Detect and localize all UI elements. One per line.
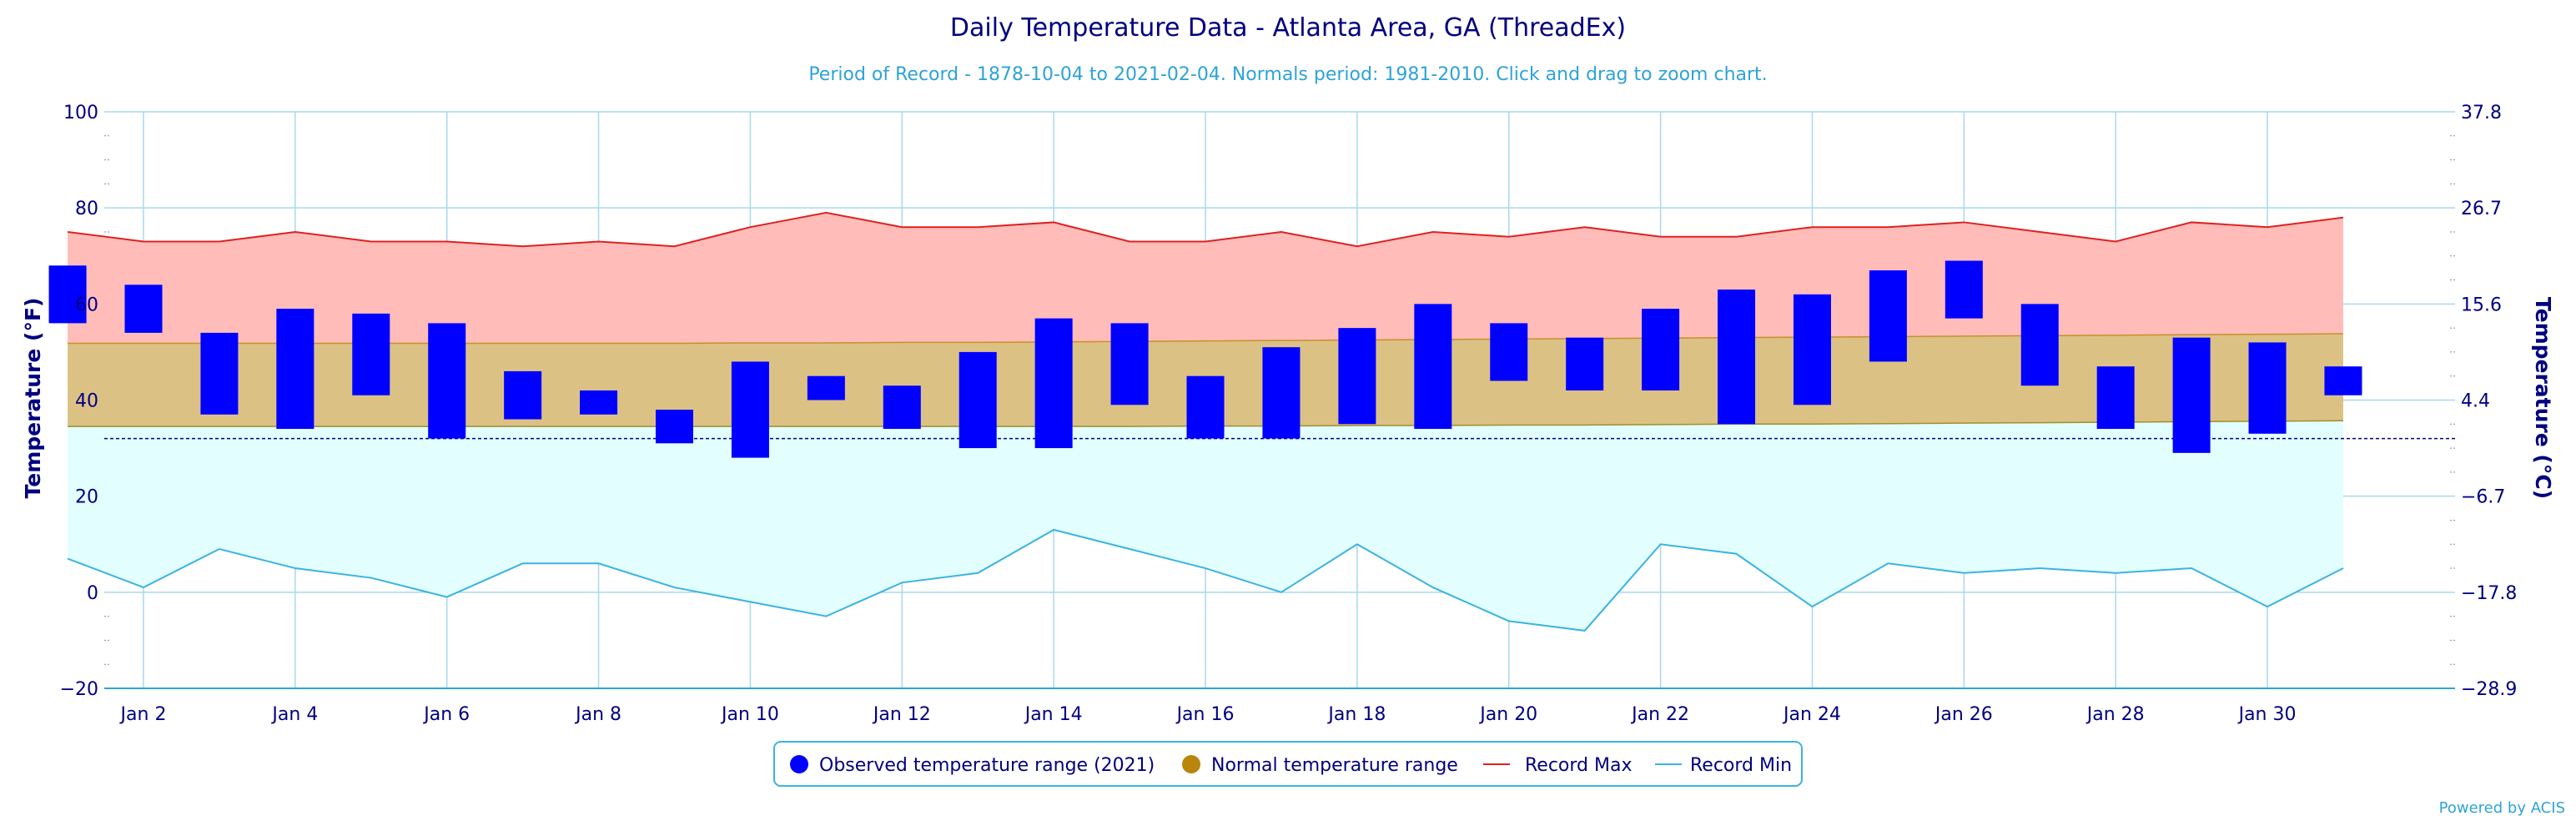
series-areas (68, 212, 2343, 631)
observed-bar-day-2 (124, 285, 163, 333)
x-tick-label: Jan 8 (574, 704, 621, 725)
observed-bar-day-21 (1566, 337, 1604, 390)
x-tick-label: Jan 18 (1326, 704, 1386, 725)
legend[interactable]: Observed temperature range (2021) Normal… (773, 741, 1803, 787)
legend-record-max-label: Record Max (1525, 755, 1633, 776)
y-tick-labels-right: 37.8 26.7 15.6 4.4 −6.7 −17.8 −28.9 (2461, 103, 2517, 700)
observed-bar-day-27 (2020, 304, 2059, 386)
observed-bar-day-13 (958, 351, 997, 449)
y-axis-title-left: Temperature (°F) (21, 298, 45, 499)
legend-item-normal[interactable]: Normal temperature range (1182, 755, 1458, 776)
legend-item-record-max[interactable]: Record Max (1483, 755, 1633, 776)
observed-bar-day-7 (504, 370, 542, 420)
x-tick-label: Jan 6 (422, 704, 470, 725)
legend-observed-marker (790, 755, 808, 773)
x-tick-label: Jan 14 (1024, 704, 1083, 725)
y-tick-label-left: −20 (60, 679, 98, 700)
observed-bar-day-29 (2172, 337, 2211, 453)
x-tick-label: Jan 26 (1934, 704, 1993, 725)
observed-bar-day-25 (1869, 270, 1907, 362)
y-tick-label-right: −28.9 (2461, 679, 2517, 700)
y-tick-label-right: 37.8 (2461, 103, 2502, 123)
legend-box (773, 741, 1803, 787)
x-tick-label: Jan 22 (1630, 704, 1689, 725)
observed-bar-day-19 (1414, 304, 1452, 430)
observed-bar-day-26 (1945, 260, 1983, 319)
observed-bar-day-4 (276, 309, 314, 430)
y-axis-title-right: Temperature (°C) (2531, 297, 2555, 499)
x-tick-label: Jan 2 (119, 704, 167, 725)
x-tick-label: Jan 12 (872, 704, 931, 725)
observed-bar-day-9 (656, 410, 694, 444)
x-tick-label: Jan 30 (2237, 704, 2297, 725)
observed-bar-day-14 (1034, 318, 1073, 449)
chart-title: Daily Temperature Data - Atlanta Area, G… (950, 13, 1626, 43)
observed-bar-day-11 (807, 375, 845, 400)
y-tick-label-left: 80 (75, 199, 98, 219)
y-tick-label-left: 0 (87, 583, 98, 604)
observed-bar-day-15 (1110, 323, 1149, 405)
y-tick-label-right: 15.6 (2461, 295, 2502, 315)
observed-bar-day-12 (883, 385, 921, 430)
observed-bar-day-28 (2096, 366, 2135, 430)
legend-item-record-min[interactable]: Record Min (1655, 755, 1792, 776)
observed-bar-day-18 (1338, 328, 1376, 425)
observed-bar-day-16 (1186, 375, 1225, 439)
observed-bar-day-31 (2324, 366, 2362, 395)
y-tick-label-left: 100 (63, 103, 98, 123)
x-tick-label: Jan 28 (2085, 704, 2145, 725)
observed-bar-day-3 (200, 332, 239, 415)
y-tick-labels-left: 100 80 60 40 20 0 −20 (60, 103, 98, 700)
legend-normal-label: Normal temperature range (1211, 755, 1458, 776)
y-tick-label-left: 60 (75, 295, 98, 315)
observed-bars (48, 260, 2362, 458)
observed-bar-day-5 (352, 313, 390, 395)
observed-bar-day-24 (1793, 294, 1831, 405)
record-min-area (68, 421, 2343, 631)
chart-subtitle: Period of Record - 1878-10-04 to 2021-02… (808, 64, 1767, 85)
observed-bar-day-1 (48, 265, 87, 324)
y-tick-label-right: 26.7 (2461, 199, 2502, 219)
observed-bar-day-17 (1262, 347, 1301, 439)
observed-bar-day-8 (580, 390, 618, 415)
record-min-line (67, 528, 2344, 632)
y-tick-label-left: 40 (75, 391, 98, 412)
observed-bar-day-22 (1642, 309, 1680, 390)
observed-bar-day-23 (1718, 290, 1756, 425)
record-max-line (67, 211, 2344, 248)
record-max-area (68, 212, 2343, 344)
x-tick-labels: Jan 2 Jan 4 Jan 6 Jan 8 Jan 10 Jan 12 Jan 14 Ja… (119, 704, 2297, 725)
x-tick-label: Jan 20 (1478, 704, 1537, 725)
legend-item-observed[interactable]: Observed temperature range (2021) (790, 755, 1155, 776)
x-tick-label: Jan 10 (720, 704, 779, 725)
observed-bar-day-6 (428, 323, 466, 439)
y-tick-label-left: 20 (75, 487, 98, 508)
y-tick-label-right: −6.7 (2461, 487, 2505, 508)
legend-observed-label: Observed temperature range (2021) (819, 755, 1155, 776)
x-tick-label: Jan 4 (270, 704, 318, 725)
observed-bar-day-30 (2248, 342, 2287, 434)
y-tick-label-right: −17.8 (2461, 583, 2517, 604)
x-tick-label: Jan 16 (1175, 704, 1235, 725)
observed-bar-day-10 (731, 361, 769, 458)
x-tick-label: Jan 24 (1782, 704, 1841, 725)
y-tick-label-right: 4.4 (2461, 391, 2490, 412)
acis-credit-link[interactable]: Powered by ACIS (2439, 799, 2565, 817)
legend-normal-marker (1182, 755, 1200, 773)
observed-bar-day-20 (1490, 323, 1528, 381)
legend-record-min-label: Record Min (1690, 755, 1792, 776)
